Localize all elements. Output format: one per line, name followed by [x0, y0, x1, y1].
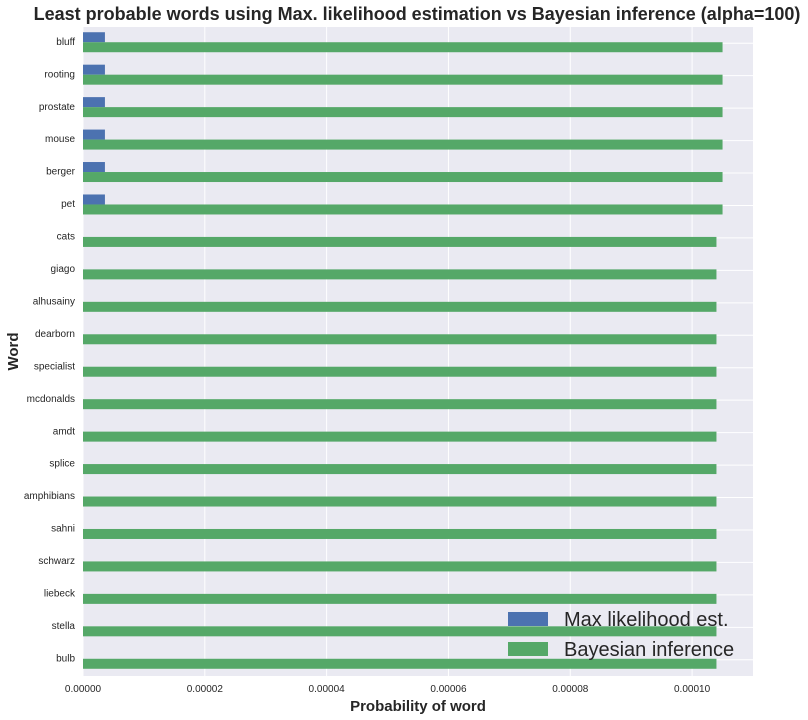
legend-label: Max likelihood est. [564, 609, 729, 631]
x-tick-label: 0.00008 [552, 684, 589, 695]
plot-area [83, 27, 753, 676]
bar-mouse-mle [83, 129, 105, 140]
y-tick-label: dearborn [35, 329, 75, 340]
x-tick-label: 0.00002 [187, 684, 224, 695]
x-tick-label: 0.00010 [674, 684, 711, 695]
bar-schwarz-bayesian [83, 561, 717, 572]
y-tick-label: sahni [51, 524, 75, 535]
bar-sahni-bayesian [83, 528, 717, 539]
y-tick-label: giago [51, 264, 76, 275]
bar-alhusainy-bayesian [83, 301, 717, 312]
bars [83, 32, 723, 669]
y-tick-label: pet [61, 199, 75, 210]
legend-swatch [508, 612, 548, 626]
legend-label: Bayesian inference [564, 639, 734, 661]
bar-mouse-bayesian [83, 139, 723, 150]
bar-berger-mle [83, 162, 105, 173]
x-tick-label: 0.00006 [430, 684, 467, 695]
y-axis-label: Word [5, 332, 22, 370]
bar-dearborn-bayesian [83, 334, 717, 345]
y-tick-label: alhusainy [33, 296, 75, 307]
bar-cats-bayesian [83, 236, 717, 247]
bar-rooting-mle [83, 64, 105, 75]
y-tick-label: amdt [53, 426, 75, 437]
y-tick-label: bluff [56, 37, 75, 48]
bar-berger-bayesian [83, 172, 723, 183]
y-tick-label: mouse [45, 134, 75, 145]
x-tick-label: 0.00004 [309, 684, 346, 695]
bar-pet-mle [83, 194, 105, 205]
y-tick-label: mcdonalds [27, 394, 75, 405]
y-tick-label: splice [49, 459, 75, 470]
legend: Max likelihood est. Bayesian inference [508, 609, 734, 661]
x-axis-label: Probability of word [350, 698, 486, 715]
bar-stella-bayesian [83, 626, 717, 637]
y-tick-label: stella [52, 621, 76, 632]
y-tick-label: rooting [44, 69, 75, 80]
bar-specialist-bayesian [83, 366, 717, 377]
bar-pet-bayesian [83, 204, 723, 215]
y-tick-label: specialist [34, 361, 75, 372]
bar-liebeck-bayesian [83, 593, 717, 604]
bar-prostate-mle [83, 97, 105, 108]
bar-amphibians-bayesian [83, 496, 717, 507]
bar-bluff-bayesian [83, 42, 723, 53]
bar-giago-bayesian [83, 269, 717, 280]
bar-mcdonalds-bayesian [83, 399, 717, 410]
bar-rooting-bayesian [83, 74, 723, 85]
y-tick-label: bulb [56, 653, 75, 664]
legend-swatch [508, 642, 548, 656]
y-tick-label: schwarz [38, 556, 75, 567]
y-tick-label: amphibians [24, 491, 75, 502]
chart-title: Least probable words using Max. likeliho… [34, 4, 801, 24]
bar-bluff-mle [83, 32, 105, 43]
bar-amdt-bayesian [83, 431, 717, 442]
y-tick-label: cats [57, 232, 75, 243]
x-tick-label: 0.00000 [65, 684, 102, 695]
x-tick-labels: 0.00000 0.00002 0.00004 0.00006 0.00008 0.000… [65, 684, 711, 695]
bar-bulb-bayesian [83, 658, 717, 669]
y-tick-label: liebeck [44, 589, 76, 600]
bar-prostate-bayesian [83, 107, 723, 118]
y-tick-label: prostate [39, 102, 76, 113]
bar-splice-bayesian [83, 464, 717, 475]
y-tick-labels: bluff rooting prostate mouse berger pet cats gi… [24, 37, 76, 665]
y-tick-label: berger [46, 167, 76, 178]
